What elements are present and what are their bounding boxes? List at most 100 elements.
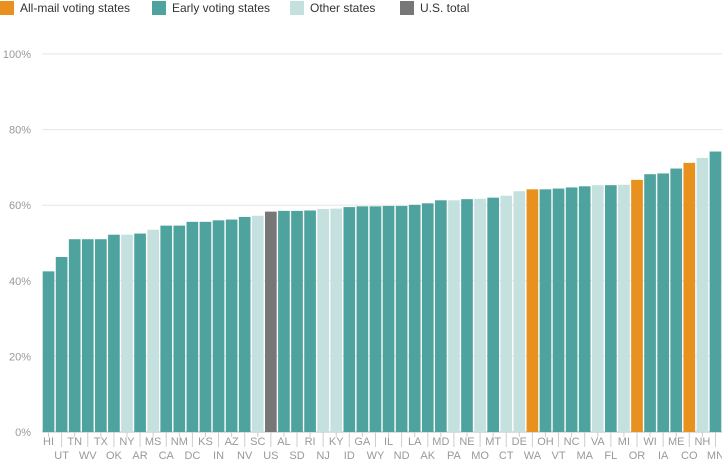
x-tick-label: KS bbox=[198, 436, 213, 448]
x-tick-label: MT bbox=[485, 436, 501, 448]
x-tick-label: CA bbox=[159, 450, 175, 459]
legend-swatch bbox=[290, 1, 304, 15]
bar-mt bbox=[487, 197, 499, 432]
bar-me bbox=[670, 168, 683, 432]
bar-us bbox=[265, 211, 277, 432]
bar-nh bbox=[696, 157, 709, 432]
bars bbox=[42, 151, 722, 433]
x-tick-label: IL bbox=[384, 436, 393, 448]
x-tick-label: NC bbox=[564, 436, 580, 448]
bar-wa bbox=[526, 189, 539, 432]
x-tick-label: LA bbox=[408, 436, 422, 448]
x-tick-label: TN bbox=[67, 436, 82, 448]
bar-ms bbox=[147, 229, 159, 432]
x-tick-label: MN bbox=[707, 450, 722, 459]
bar-mi bbox=[618, 184, 630, 432]
legend-item: U.S. total bbox=[400, 1, 469, 15]
x-tick-label: NH bbox=[694, 436, 710, 448]
x-tick-label: IA bbox=[658, 450, 669, 459]
x-tick-label: SC bbox=[250, 436, 265, 448]
bar-ri bbox=[304, 210, 316, 432]
bar-id bbox=[343, 207, 356, 432]
bar-ny bbox=[121, 234, 133, 432]
bar-az bbox=[225, 219, 238, 432]
bar-wi bbox=[644, 174, 656, 433]
bar-ky bbox=[330, 208, 343, 432]
bar-sc bbox=[251, 215, 264, 432]
x-tick-label: FL bbox=[604, 450, 617, 459]
legend-item: Other states bbox=[290, 1, 375, 15]
x-tick-label: ID bbox=[344, 450, 355, 459]
x-tick-label: WV bbox=[79, 450, 97, 459]
legend-label: Other states bbox=[310, 1, 375, 15]
bar-ia bbox=[657, 173, 669, 432]
y-tick-label: 40% bbox=[9, 276, 31, 288]
bar-hi bbox=[42, 271, 55, 432]
bar-ca bbox=[160, 225, 173, 432]
bar-nm bbox=[173, 225, 186, 432]
x-tick-label: UT bbox=[54, 450, 69, 459]
x-tick-label: WY bbox=[367, 450, 385, 459]
bar-sd bbox=[291, 210, 303, 432]
x-tick-label: PA bbox=[447, 450, 462, 459]
legend-swatch bbox=[152, 1, 166, 15]
bar-ar bbox=[134, 233, 146, 432]
bar-co bbox=[683, 162, 696, 432]
x-tick-label: MS bbox=[145, 436, 162, 448]
x-tick-label: TX bbox=[94, 436, 109, 448]
bar-mo bbox=[474, 198, 486, 432]
bar-nv bbox=[238, 216, 251, 432]
bar-ma bbox=[578, 186, 591, 432]
legend-label: All-mail voting states bbox=[20, 1, 130, 15]
x-tick-label: NY bbox=[119, 436, 135, 448]
bar-md bbox=[435, 200, 447, 432]
y-tick-label: 100% bbox=[3, 49, 31, 61]
x-tick-label: MO bbox=[471, 450, 489, 459]
bar-in bbox=[212, 220, 225, 432]
x-tick-label: SD bbox=[289, 450, 304, 459]
x-tick-label: CO bbox=[681, 450, 698, 459]
bar-ut bbox=[55, 256, 68, 432]
bar-ct bbox=[500, 195, 513, 432]
bar-dc bbox=[186, 221, 199, 432]
x-tick-label: HI bbox=[43, 436, 54, 448]
bar-al bbox=[278, 210, 290, 432]
bar-fl bbox=[605, 185, 617, 432]
x-tick-label: MI bbox=[618, 436, 630, 448]
x-tick-label: WI bbox=[643, 436, 656, 448]
y-axis-ticks: 0% 20% 40% 60% 80% 100% bbox=[3, 49, 31, 439]
x-tick-label: AR bbox=[132, 450, 147, 459]
x-tick-label: DC bbox=[184, 450, 200, 459]
x-tick-label: NJ bbox=[316, 450, 329, 459]
x-tick-label: DE bbox=[512, 436, 527, 448]
x-tick-label: OH bbox=[537, 436, 554, 448]
legend-swatch bbox=[0, 1, 14, 15]
bar-vt bbox=[552, 188, 565, 432]
bar-de bbox=[513, 191, 526, 432]
y-tick-label: 0% bbox=[15, 427, 31, 439]
x-tick-label: AZ bbox=[225, 436, 239, 448]
legend-label: U.S. total bbox=[420, 1, 469, 15]
legend-item: Early voting states bbox=[152, 1, 270, 15]
x-tick-label: RI bbox=[305, 436, 316, 448]
x-tick-label: MA bbox=[576, 450, 593, 459]
bar-pa bbox=[448, 200, 460, 432]
bar-nc bbox=[565, 187, 578, 432]
x-tick-label: VT bbox=[552, 450, 566, 459]
y-tick-label: 80% bbox=[9, 125, 31, 137]
legend: All-mail voting states Early voting state… bbox=[0, 1, 469, 15]
x-tick-label: ME bbox=[668, 436, 685, 448]
bar-nd bbox=[395, 205, 408, 432]
y-tick-label: 60% bbox=[9, 200, 31, 212]
bar-ne bbox=[461, 199, 473, 432]
x-tick-label: AL bbox=[277, 436, 290, 448]
x-tick-label: US bbox=[263, 450, 278, 459]
x-tick-label: MD bbox=[432, 436, 449, 448]
legend-label: Early voting states bbox=[172, 1, 270, 15]
bar-ak bbox=[421, 203, 434, 432]
x-tick-label: NE bbox=[459, 436, 474, 448]
x-tick-label: OK bbox=[106, 450, 123, 459]
bar-ks bbox=[199, 221, 212, 432]
bar-mn bbox=[709, 151, 722, 433]
